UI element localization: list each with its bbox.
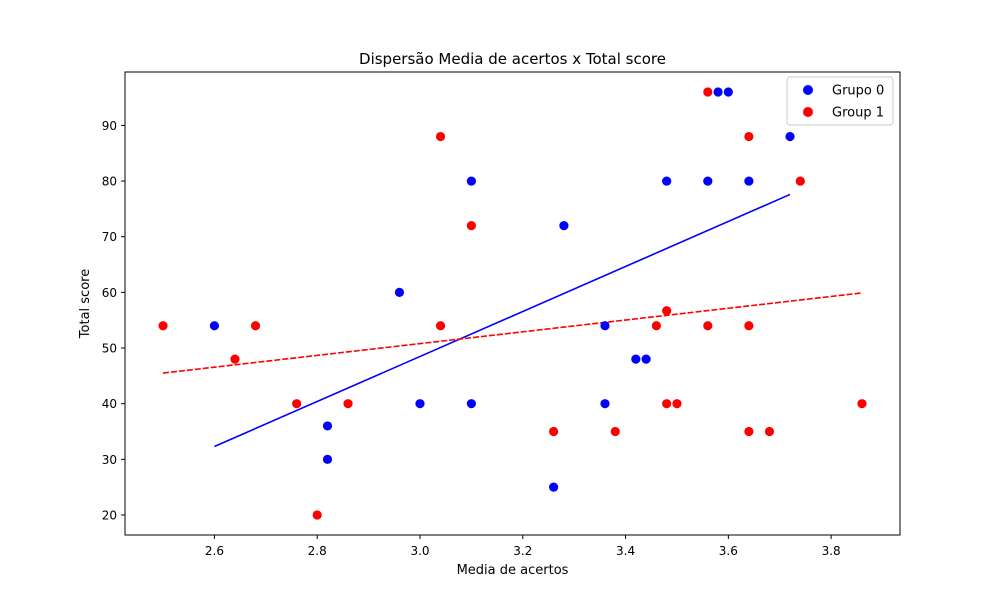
data-point-series-0 [466,399,476,409]
data-point-series-1 [250,321,261,331]
x-tick-label: 3.2 [513,544,532,558]
data-point-series-1 [610,426,620,437]
data-point-series-1 [672,399,682,409]
data-point-series-0 [209,321,220,331]
data-point-series-0 [744,176,754,186]
x-tick-label: 3.6 [719,544,738,558]
data-point-series-0 [415,399,425,409]
x-tick-label: 3.4 [616,544,635,558]
y-tick-label: 20 [102,508,117,522]
legend-box [786,76,894,126]
data-point-series-1 [744,131,754,142]
data-point-series-1 [549,426,559,437]
y-tick-label: 30 [102,453,117,467]
data-point-series-1 [662,399,672,409]
data-points [158,87,867,520]
data-point-series-0 [662,176,672,186]
trendline-series-1 [162,292,863,374]
data-point-series-0 [322,454,333,464]
y-tick-label: 70 [102,230,117,244]
data-point-series-0 [703,176,713,186]
x-tick-label: 2.8 [308,544,327,558]
y-axis-label: Total score [78,269,93,339]
data-point-series-1 [662,306,672,316]
data-point-series-1 [158,321,168,331]
data-point-series-1 [292,399,302,409]
y-axis-ticks: 20 30 40 50 60 70 80 90 [102,119,125,522]
data-point-series-1 [435,131,446,142]
legend-marker-grupo-0 [803,85,813,95]
data-point-series-1 [651,321,661,331]
legend: Grupo 0 Group 1 [786,76,894,126]
data-point-series-0 [723,87,733,97]
chart-title: Dispersão Media de acertos x Total score [359,50,666,68]
legend-label-group-1: Group 1 [832,106,884,121]
data-point-series-0 [600,321,610,331]
data-point-series-0 [785,131,795,142]
x-axis-ticks: 2.6 2.8 3.0 3.2 3.4 3.6 3.8 [205,535,841,558]
x-axis-label: Media de acertos [457,563,569,578]
data-point-series-0 [322,421,333,431]
data-point-series-0 [641,354,651,364]
y-tick-label: 40 [102,397,117,411]
data-point-series-1 [466,220,476,231]
legend-marker-group-1 [803,107,813,117]
data-point-series-0 [466,176,476,186]
legend-label-grupo-0: Grupo 0 [832,84,884,99]
y-tick-label: 50 [102,342,117,356]
data-point-series-0 [713,87,723,97]
x-tick-label: 3.0 [410,544,429,558]
y-tick-label: 60 [102,286,117,300]
data-point-series-1 [744,321,754,331]
data-point-series-1 [703,87,713,97]
data-point-series-1 [230,354,240,364]
y-tick-label: 90 [102,119,117,133]
data-point-series-0 [394,287,405,297]
data-point-series-0 [559,220,569,231]
data-point-series-1 [764,426,775,437]
data-point-series-0 [631,354,641,364]
data-point-series-0 [549,482,559,492]
data-point-series-1 [703,321,713,331]
data-point-series-1 [744,426,754,437]
trendlines [162,193,863,448]
y-tick-label: 80 [102,175,117,189]
x-tick-label: 3.8 [822,544,841,558]
data-point-series-1 [435,321,446,331]
plot-frame [124,71,901,536]
plot-area [124,71,901,536]
x-tick-label: 2.6 [205,544,224,558]
data-point-series-0 [600,399,610,409]
data-point-series-1 [795,176,805,186]
trendline-series-0 [214,193,791,448]
data-point-series-1 [857,399,867,409]
data-point-series-1 [343,399,353,409]
data-point-series-1 [312,510,322,520]
